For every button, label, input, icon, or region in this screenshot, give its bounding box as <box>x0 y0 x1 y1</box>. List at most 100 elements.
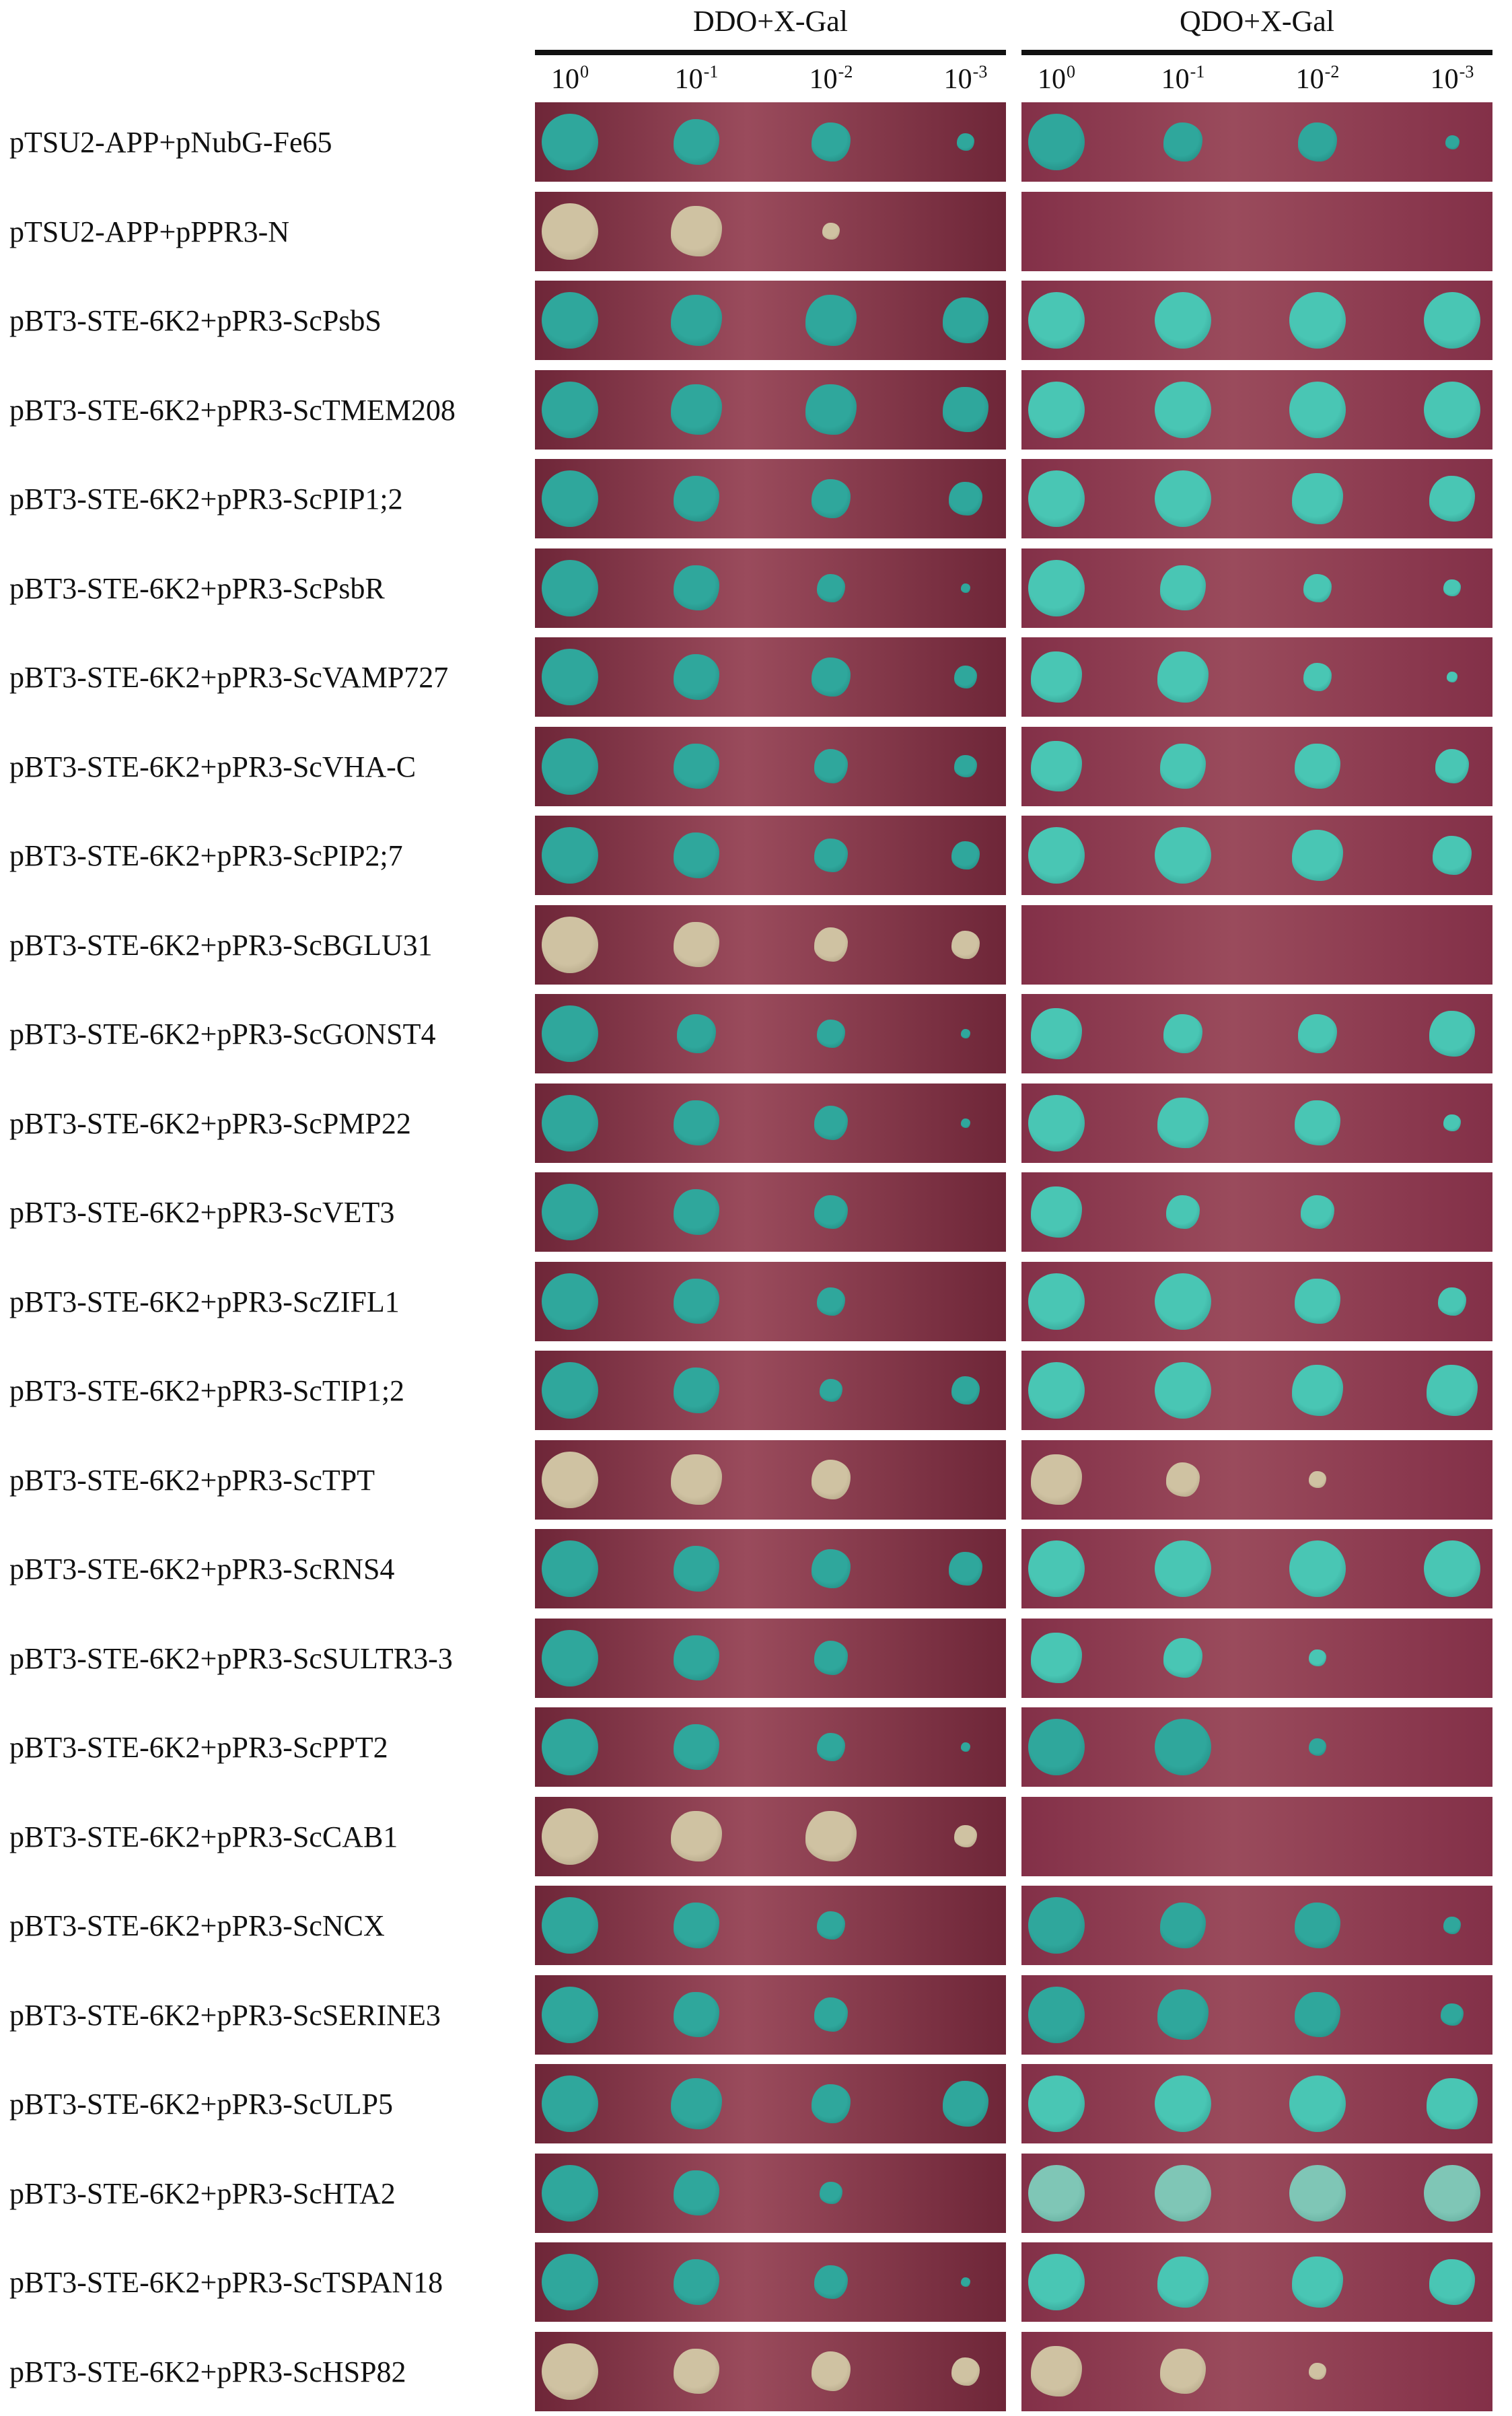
yeast-colony-spot <box>542 1362 598 1419</box>
yeast-colony-spot <box>820 1379 842 1402</box>
assay-row: pTSU2-APP+pNubG-Fe65 <box>0 102 1512 182</box>
yeast-colony-spot <box>1155 1362 1211 1419</box>
yeast-colony-spot <box>542 1986 598 2043</box>
yeast-colony-spot <box>1031 651 1082 703</box>
yeast-colony-spot <box>542 1005 598 1062</box>
yeast-colony-spot <box>805 384 857 435</box>
yeast-colony-spot <box>542 381 598 438</box>
yeast-colony-spot <box>1295 1100 1340 1146</box>
yeast-colony-spot <box>814 1195 849 1230</box>
assay-row: pBT3-STE-6K2+pPR3-ScPIP2;7 <box>0 816 1512 895</box>
ddo-plate-strip <box>535 1886 1006 1965</box>
qdo-plate-strip <box>1021 2331 1492 2411</box>
yeast-colony-spot <box>814 927 849 962</box>
construct-label: pBT3-STE-6K2+pPR3-ScVHA-C <box>9 750 417 783</box>
yeast-colony-spot <box>1295 1278 1340 1324</box>
yeast-colony-spot <box>1429 476 1475 522</box>
yeast-colony-spot <box>674 1991 719 2038</box>
yeast-colony-spot <box>1424 1540 1480 1597</box>
yeast-colony-spot <box>671 1810 722 1862</box>
yeast-colony-spot <box>1157 1989 1209 2040</box>
yeast-colony-spot <box>1028 827 1085 884</box>
assay-row: pBT3-STE-6K2+pPR3-ScPsbR <box>0 548 1512 628</box>
qdo-plate-strip <box>1021 1529 1492 1608</box>
yeast-colony-spot <box>1165 1462 1200 1497</box>
qdo-plate-strip <box>1021 1172 1492 1252</box>
assay-row: pBT3-STE-6K2+pPR3-ScPPT2 <box>0 1707 1512 1787</box>
assay-row: pBT3-STE-6K2+pPR3-ScPMP22 <box>0 1083 1512 1163</box>
ddo-plate-strip <box>535 1351 1006 1430</box>
ddo-plate-strip <box>535 1975 1006 2055</box>
construct-label: pBT3-STE-6K2+pPR3-ScZIFL1 <box>9 1285 400 1318</box>
construct-label: pBT3-STE-6K2+pPR3-ScPsbS <box>9 304 382 337</box>
yeast-colony-spot <box>822 222 840 240</box>
yeast-colony-spot <box>1443 1114 1461 1132</box>
ddo-plate-strip <box>535 191 1006 271</box>
yeast-colony-spot <box>1443 1917 1461 1934</box>
yeast-colony-spot <box>1424 381 1480 438</box>
yeast-colony-spot <box>1031 740 1082 792</box>
yeast-colony-spot <box>1292 830 1343 881</box>
construct-label: pBT3-STE-6K2+pPR3-ScGONST4 <box>9 1018 436 1051</box>
yeast-colony-spot <box>542 916 598 973</box>
yeast-colony-spot <box>542 114 598 170</box>
qdo-plate-strip <box>1021 1886 1492 1965</box>
yeast-colony-spot <box>542 2343 598 2400</box>
yeast-colony-spot <box>961 1742 970 1752</box>
construct-label: pBT3-STE-6K2+pPR3-ScPMP22 <box>9 1106 411 1140</box>
yeast-colony-spot <box>811 122 851 162</box>
yeast-colony-spot <box>1028 1362 1085 1419</box>
qdo-plate-strip <box>1021 2064 1492 2143</box>
yeast-colony-spot <box>954 666 977 688</box>
yeast-colony-spot <box>948 481 983 516</box>
yeast-colony-spot <box>542 559 598 616</box>
yeast-colony-spot <box>811 1460 851 1499</box>
yeast-colony-spot <box>674 1367 719 1413</box>
yeast-colony-spot <box>542 1629 598 1686</box>
ddo-header-rule <box>535 50 1006 55</box>
yeast-colony-spot <box>1427 1365 1478 1416</box>
yeast-colony-spot <box>674 1189 719 1235</box>
yeast-colony-spot <box>542 827 598 884</box>
ddo-plate-strip <box>535 1707 1006 1787</box>
yeast-colony-spot <box>817 1733 845 1761</box>
yeast-colony-spot <box>1155 2075 1211 2132</box>
yeast-colony-spot <box>1028 1540 1085 1597</box>
yeast-colony-spot <box>1155 2164 1211 2222</box>
yeast-colony-spot <box>1163 1638 1203 1678</box>
yeast-colony-spot <box>1160 743 1206 789</box>
yeast-colony-spot <box>805 295 857 346</box>
yeast-colony-spot <box>1292 2257 1343 2308</box>
yeast-colony-spot <box>1028 559 1085 616</box>
ddo-plate-strip <box>535 816 1006 895</box>
yeast-colony-spot <box>811 2351 851 2391</box>
yeast-colony-spot <box>943 297 988 343</box>
yeast-colony-spot <box>1300 1195 1335 1230</box>
assay-row: pBT3-STE-6K2+pPR3-ScRNS4 <box>0 1529 1512 1608</box>
yeast-colony-spot <box>542 738 598 795</box>
yeast-colony-spot <box>1028 1094 1085 1151</box>
assay-row: pBT3-STE-6K2+pPR3-ScVAMP727 <box>0 637 1512 717</box>
yeast-colony-spot <box>542 470 598 527</box>
assay-row: pBT3-STE-6K2+pPR3-ScTSPAN18 <box>0 2242 1512 2322</box>
qdo-plate-strip <box>1021 994 1492 1073</box>
yeast-colony-spot <box>671 1454 722 1505</box>
yeast-colony-spot <box>1155 470 1211 527</box>
ddo-plate-strip <box>535 548 1006 628</box>
yeast-colony-spot <box>1289 2164 1346 2222</box>
yeast-colony-spot <box>1028 2164 1085 2222</box>
qdo-plate-strip <box>1021 1618 1492 1698</box>
yeast-colony-spot <box>817 1911 845 1940</box>
yeast-colony-spot <box>674 1635 719 1681</box>
yeast-colony-spot <box>1289 1540 1346 1597</box>
yeast-colony-spot <box>1028 1897 1085 1954</box>
qdo-plate-strip <box>1021 1261 1492 1341</box>
ddo-plate-strip <box>535 637 1006 717</box>
yeast-colony-spot <box>1303 573 1332 602</box>
yeast-colony-spot <box>674 654 719 700</box>
yeast-colony-spot <box>1028 1273 1085 1330</box>
qdo-plate-strip <box>1021 369 1492 450</box>
yeast-colony-spot <box>1157 651 1209 703</box>
yeast-colony-spot <box>1028 381 1085 438</box>
yeast-colony-spot <box>542 292 598 349</box>
